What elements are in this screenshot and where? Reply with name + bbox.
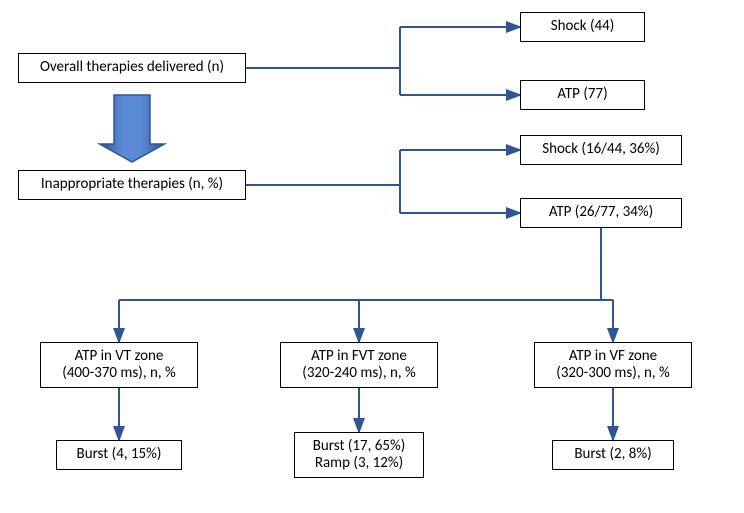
node-atp2-label: ATP (26/77, 34%) (549, 204, 653, 221)
node-atp1-label: ATP (77) (557, 86, 607, 103)
node-vfzone: ATP in VF zone(320-300 ms), n, % (534, 342, 692, 388)
node-vfzone-label: ATP in VF zone(320-300 ms), n, % (556, 348, 669, 383)
node-overall-label: Overall therapies delivered (n) (40, 59, 224, 76)
node-shock2-label: Shock (16/44, 36%) (542, 141, 660, 158)
big-down-arrow (100, 95, 165, 162)
node-vtzone: ATP in VT zone(400-370 ms), n, % (40, 342, 198, 388)
node-burst2-label: Burst (17, 65%)Ramp (3, 12%) (313, 438, 406, 473)
node-atp1: ATP (77) (520, 80, 645, 110)
node-shock1-label: Shock (44) (551, 18, 615, 35)
node-burst2: Burst (17, 65%)Ramp (3, 12%) (294, 432, 424, 478)
node-burst3-label: Burst (2, 8%) (574, 446, 651, 463)
node-overall: Overall therapies delivered (n) (18, 53, 246, 83)
node-shock1: Shock (44) (520, 12, 645, 42)
node-burst1: Burst (4, 15%) (56, 440, 182, 470)
node-fvtzone: ATP in FVT zone(320-240 ms), n, % (280, 342, 438, 388)
node-fvtzone-label: ATP in FVT zone(320-240 ms), n, % (302, 348, 415, 383)
node-shock2: Shock (16/44, 36%) (520, 135, 682, 165)
node-inapp: Inappropriate therapies (n, %) (18, 170, 246, 200)
node-inapp-label: Inappropriate therapies (n, %) (41, 176, 223, 193)
flowchart-root: Overall therapies delivered (n) Shock (44… (0, 0, 744, 513)
node-burst1-label: Burst (4, 15%) (77, 446, 162, 463)
node-vtzone-label: ATP in VT zone(400-370 ms), n, % (62, 348, 175, 383)
node-atp2: ATP (26/77, 34%) (520, 198, 682, 228)
node-burst3: Burst (2, 8%) (552, 440, 674, 470)
